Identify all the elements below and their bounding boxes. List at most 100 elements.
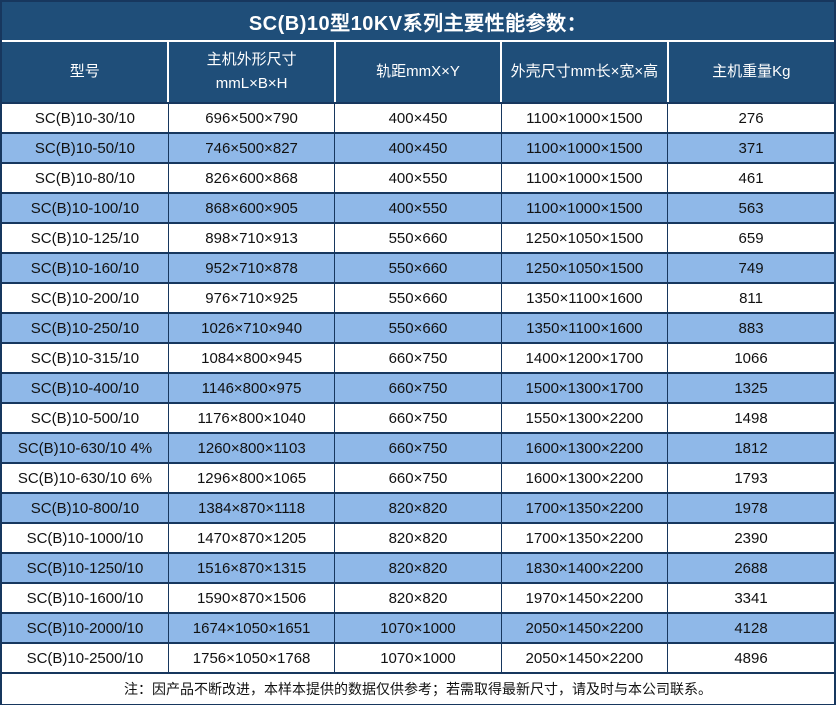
table-row: SC(B)10-125/10 898×710×913 550×660 1250×105… xyxy=(2,222,834,254)
cell: 1756×1050×1768 xyxy=(167,642,336,674)
cell: 1070×1000 xyxy=(334,642,502,674)
cell: 1070×1000 xyxy=(334,612,502,644)
cell: 1700×1350×2200 xyxy=(500,492,669,524)
table-row: SC(B)10-250/10 1026×710×940 550×660 1350×11… xyxy=(2,312,834,344)
cell: 696×500×790 xyxy=(167,102,336,134)
cell: SC(B)10-50/10 xyxy=(2,132,169,164)
cell: SC(B)10-2500/10 xyxy=(2,642,169,674)
cell: 1500×1300×1700 xyxy=(500,372,669,404)
cell: 2688 xyxy=(667,552,834,584)
cell: 660×750 xyxy=(334,462,502,494)
footnote: 注：因产品不断改进，本样本提供的数据仅供参考；若需取得最新尺寸，请及时与本公司联… xyxy=(2,674,834,704)
cell: SC(B)10-125/10 xyxy=(2,222,169,254)
cell: 1600×1300×2200 xyxy=(500,462,669,494)
cell: 371 xyxy=(667,132,834,164)
cell: 1100×1000×1500 xyxy=(500,192,669,224)
cell: 1250×1050×1500 xyxy=(500,252,669,284)
cell: 820×820 xyxy=(334,552,502,584)
cell: SC(B)10-100/10 xyxy=(2,192,169,224)
cell: 1793 xyxy=(667,462,834,494)
cell: 1674×1050×1651 xyxy=(167,612,336,644)
cell: SC(B)10-630/10 4% xyxy=(2,432,169,464)
cell: 550×660 xyxy=(334,282,502,314)
cell: 749 xyxy=(667,252,834,284)
cell: 550×660 xyxy=(334,222,502,254)
cell: 2390 xyxy=(667,522,834,554)
cell: 1100×1000×1500 xyxy=(500,162,669,194)
cell: 1550×1300×2200 xyxy=(500,402,669,434)
cell: 3341 xyxy=(667,582,834,614)
cell: 1384×870×1118 xyxy=(167,492,336,524)
cell: 883 xyxy=(667,312,834,344)
cell: 1600×1300×2200 xyxy=(500,432,669,464)
table-row: SC(B)10-2500/10 1756×1050×1768 1070×1000 20… xyxy=(2,642,834,674)
cell: 1325 xyxy=(667,372,834,404)
cell: SC(B)10-1600/10 xyxy=(2,582,169,614)
cell: 4128 xyxy=(667,612,834,644)
cell: 1400×1200×1700 xyxy=(500,342,669,374)
cell: 952×710×878 xyxy=(167,252,336,284)
cell: 1100×1000×1500 xyxy=(500,132,669,164)
column-header-rail-gauge: 轨距mmX×Y xyxy=(333,42,502,104)
table-row: SC(B)10-1600/10 1590×870×1506 820×820 1970×… xyxy=(2,582,834,614)
cell: 820×820 xyxy=(334,492,502,524)
cell: 1970×1450×2200 xyxy=(500,582,669,614)
table-row: SC(B)10-30/10 696×500×790 400×450 1100×1000… xyxy=(2,102,834,134)
cell: 1516×870×1315 xyxy=(167,552,336,584)
cell: 811 xyxy=(667,282,834,314)
spec-table: 型号 主机外形尺寸 mmL×B×H 轨距mmX×Y 外壳尺寸mm长×宽×高 主机… xyxy=(2,42,834,674)
cell: 1700×1350×2200 xyxy=(500,522,669,554)
cell: SC(B)10-250/10 xyxy=(2,312,169,344)
header-row: 型号 主机外形尺寸 mmL×B×H 轨距mmX×Y 外壳尺寸mm长×宽×高 主机… xyxy=(2,42,834,104)
cell: SC(B)10-500/10 xyxy=(2,402,169,434)
cell: 820×820 xyxy=(334,582,502,614)
table-row: SC(B)10-2000/10 1674×1050×1651 1070×1000 20… xyxy=(2,612,834,644)
cell: 826×600×868 xyxy=(167,162,336,194)
cell: 2050×1450×2200 xyxy=(500,612,669,644)
cell: 659 xyxy=(667,222,834,254)
cell: 1260×800×1103 xyxy=(167,432,336,464)
table-row: SC(B)10-200/10 976×710×925 550×660 1350×110… xyxy=(2,282,834,314)
column-header-enclosure-size: 外壳尺寸mm长×宽×高 xyxy=(500,42,668,104)
cell: 550×660 xyxy=(334,252,502,284)
cell: SC(B)10-1250/10 xyxy=(2,552,169,584)
table-row: SC(B)10-800/10 1384×870×1118 820×820 1700×1… xyxy=(2,492,834,524)
table-row: SC(B)10-160/10 952×710×878 550×660 1250×105… xyxy=(2,252,834,284)
cell: 1978 xyxy=(667,492,834,524)
cell: 1100×1000×1500 xyxy=(500,102,669,134)
cell: SC(B)10-800/10 xyxy=(2,492,169,524)
cell: 898×710×913 xyxy=(167,222,336,254)
cell: SC(B)10-200/10 xyxy=(2,282,169,314)
cell: 461 xyxy=(667,162,834,194)
table-row: SC(B)10-100/10 868×600×905 400×550 1100×100… xyxy=(2,192,834,224)
cell: 1084×800×945 xyxy=(167,342,336,374)
cell: 400×450 xyxy=(334,132,502,164)
cell: 1498 xyxy=(667,402,834,434)
table-row: SC(B)10-630/10 4% 1260×800×1103 660×750 160… xyxy=(2,432,834,464)
table-row: SC(B)10-630/10 6% 1296×800×1065 660×750 160… xyxy=(2,462,834,494)
cell: 660×750 xyxy=(334,342,502,374)
table-row: SC(B)10-315/10 1084×800×945 660×750 1400×12… xyxy=(2,342,834,374)
cell: 2050×1450×2200 xyxy=(500,642,669,674)
cell: SC(B)10-160/10 xyxy=(2,252,169,284)
table-row: SC(B)10-400/10 1146×800×975 660×750 1500×13… xyxy=(2,372,834,404)
cell: 1296×800×1065 xyxy=(167,462,336,494)
cell: 976×710×925 xyxy=(167,282,336,314)
table-title: SC(B)10型10KV系列主要性能参数： xyxy=(2,2,834,42)
cell: 400×550 xyxy=(334,192,502,224)
cell: 1176×800×1040 xyxy=(167,402,336,434)
cell: 746×500×827 xyxy=(167,132,336,164)
cell: SC(B)10-80/10 xyxy=(2,162,169,194)
cell: SC(B)10-630/10 6% xyxy=(2,462,169,494)
cell: SC(B)10-315/10 xyxy=(2,342,169,374)
cell: 1146×800×975 xyxy=(167,372,336,404)
cell: SC(B)10-2000/10 xyxy=(2,612,169,644)
cell: 1470×870×1205 xyxy=(167,522,336,554)
cell: 1066 xyxy=(667,342,834,374)
cell: 276 xyxy=(667,102,834,134)
cell: 563 xyxy=(667,192,834,224)
table-header: 型号 主机外形尺寸 mmL×B×H 轨距mmX×Y 外壳尺寸mm长×宽×高 主机… xyxy=(2,42,834,104)
cell: 4896 xyxy=(667,642,834,674)
cell: 660×750 xyxy=(334,432,502,464)
